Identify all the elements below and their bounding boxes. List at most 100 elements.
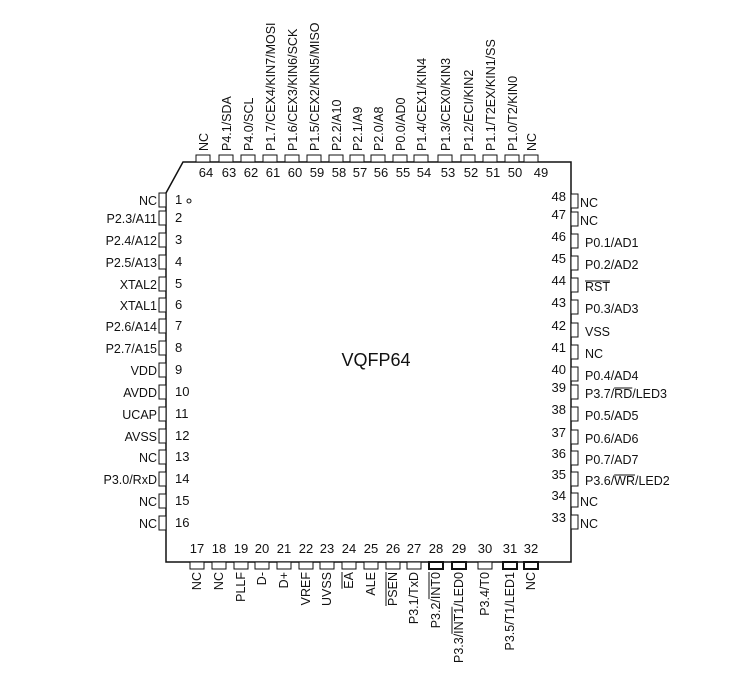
pin-label: NC bbox=[212, 572, 226, 590]
pin-pad bbox=[406, 561, 422, 570]
pin-10: AVDD 10 bbox=[123, 384, 189, 400]
pin-pad bbox=[158, 297, 167, 313]
pin-label: PLLF bbox=[234, 572, 248, 602]
pin-number: 31 bbox=[503, 541, 517, 556]
pin-label: AVSS bbox=[125, 430, 157, 444]
pin-pad bbox=[570, 255, 579, 271]
pin-label: P3.1/TxD bbox=[407, 572, 421, 624]
pin-40: P0.4/AD4 40 bbox=[552, 362, 639, 383]
pin-number: 36 bbox=[552, 446, 566, 461]
pin-number: 13 bbox=[175, 449, 189, 464]
pin-pad bbox=[570, 384, 579, 400]
pin-number: 49 bbox=[534, 165, 548, 180]
pin-pad bbox=[477, 561, 493, 570]
pin-pad bbox=[158, 318, 167, 334]
pin-pad bbox=[195, 154, 211, 163]
pin-31: 31 P3.5/T1/LED1 bbox=[502, 541, 518, 651]
pin-label: D- bbox=[255, 572, 269, 585]
pin-pad bbox=[570, 429, 579, 445]
pin-pad bbox=[570, 471, 579, 487]
pin-label: ALE bbox=[364, 572, 378, 596]
pin-pad bbox=[158, 515, 167, 531]
pin-pad bbox=[158, 276, 167, 292]
pin-35: P3.6/WR/LED2 35 bbox=[552, 467, 670, 488]
pin-pad bbox=[276, 561, 292, 570]
pin-pad bbox=[570, 450, 579, 466]
pin-label: UCAP bbox=[122, 408, 157, 422]
pin-pad bbox=[570, 211, 579, 227]
pin-pad bbox=[158, 192, 167, 208]
pin-30: 30 P3.4/T0 bbox=[477, 541, 493, 616]
pin-19: 19 PLLF bbox=[233, 541, 249, 602]
pin-label: P2.7/A15 bbox=[106, 342, 157, 356]
pin-label: NC bbox=[139, 517, 157, 531]
pin-number: 2 bbox=[175, 210, 182, 225]
pin-34: NC 34 bbox=[552, 488, 599, 509]
pin-label: P1.1/T2EX/KIN1/SS bbox=[484, 39, 498, 151]
pin-label: P2.4/A12 bbox=[106, 234, 157, 248]
pin-label: NC bbox=[190, 572, 204, 590]
pin-label: P2.5/A13 bbox=[106, 256, 157, 270]
pin-pad bbox=[504, 154, 520, 163]
pin-32: 32 NC bbox=[523, 541, 539, 590]
pin-label: AVDD bbox=[123, 386, 157, 400]
pin-label: P2.3/A11 bbox=[106, 212, 157, 226]
pin-64: 64 NC bbox=[195, 133, 213, 180]
pin-number: 17 bbox=[190, 541, 204, 556]
pin-55: 55 P0.0/AD0 bbox=[392, 97, 410, 180]
pin-label: D+ bbox=[277, 572, 291, 588]
pin-number: 1 bbox=[175, 192, 182, 207]
pin-number: 46 bbox=[552, 229, 566, 244]
pin-pad bbox=[328, 154, 344, 163]
pin1-marker-icon bbox=[186, 198, 192, 204]
pin-number: 57 bbox=[353, 165, 367, 180]
pin-pad bbox=[363, 561, 379, 570]
pin-number: 37 bbox=[552, 425, 566, 440]
pin-number: 12 bbox=[175, 428, 189, 443]
pin-label: NC bbox=[139, 495, 157, 509]
pin-pad bbox=[523, 154, 539, 163]
pin-pad bbox=[570, 514, 579, 530]
pin-pad bbox=[158, 428, 167, 444]
pin-43: P0.3/AD3 43 bbox=[552, 295, 639, 316]
pin-pad bbox=[570, 344, 579, 360]
pin-number: 52 bbox=[464, 165, 478, 180]
pin-number: 55 bbox=[396, 165, 410, 180]
pin-1: NC 1 bbox=[139, 192, 182, 208]
pin-number: 10 bbox=[175, 384, 189, 399]
pin-number: 62 bbox=[244, 165, 258, 180]
pin-26: 26 PSEN bbox=[385, 541, 401, 607]
pin-8: P2.7/A15 8 bbox=[106, 340, 183, 356]
pin-label: P3.0/RxD bbox=[104, 473, 158, 487]
pin-13: NC 13 bbox=[139, 449, 190, 465]
pin-41: NC 41 bbox=[552, 340, 604, 361]
pin-number: 29 bbox=[452, 541, 466, 556]
pin-pad bbox=[158, 340, 167, 356]
pin-label: P2.6/A14 bbox=[106, 320, 157, 334]
pin-label: P3.3/INT1/LED0 bbox=[452, 572, 466, 663]
pin-pad bbox=[437, 154, 453, 163]
pin-pad bbox=[158, 449, 167, 465]
pin-2: P2.3/A11 2 bbox=[106, 210, 182, 226]
pin-number: 4 bbox=[175, 254, 182, 269]
pin-number: 64 bbox=[199, 165, 213, 180]
pin-pad bbox=[570, 492, 579, 508]
pin-number: 38 bbox=[552, 402, 566, 417]
pin-number: 6 bbox=[175, 297, 182, 312]
pin-21: 21 D+ bbox=[276, 541, 292, 588]
pin-4: P2.5/A13 4 bbox=[106, 254, 183, 270]
pin-label: PSEN bbox=[386, 572, 400, 606]
pin-53: 53 P1.3/CEX0/KIN3 bbox=[437, 58, 455, 180]
pin-label: P1.4/CEX1/KIN4 bbox=[415, 58, 429, 151]
pin-number: 9 bbox=[175, 362, 182, 377]
pin-27: 27 P3.1/TxD bbox=[406, 541, 422, 624]
pin-9: VDD 9 bbox=[131, 362, 183, 378]
pin-label: P4.0/SCL bbox=[242, 97, 256, 151]
pin-number: 32 bbox=[524, 541, 538, 556]
pin-37: P0.6/AD6 37 bbox=[552, 425, 639, 446]
pin-label: P3.4/T0 bbox=[478, 572, 492, 616]
pin-pad bbox=[349, 154, 365, 163]
pin-28: 28 P3.2/INT0 bbox=[428, 541, 444, 628]
pin-number: 53 bbox=[441, 165, 455, 180]
pin-label: P1.7/CEX4/KIN7/MOSI bbox=[264, 22, 278, 151]
